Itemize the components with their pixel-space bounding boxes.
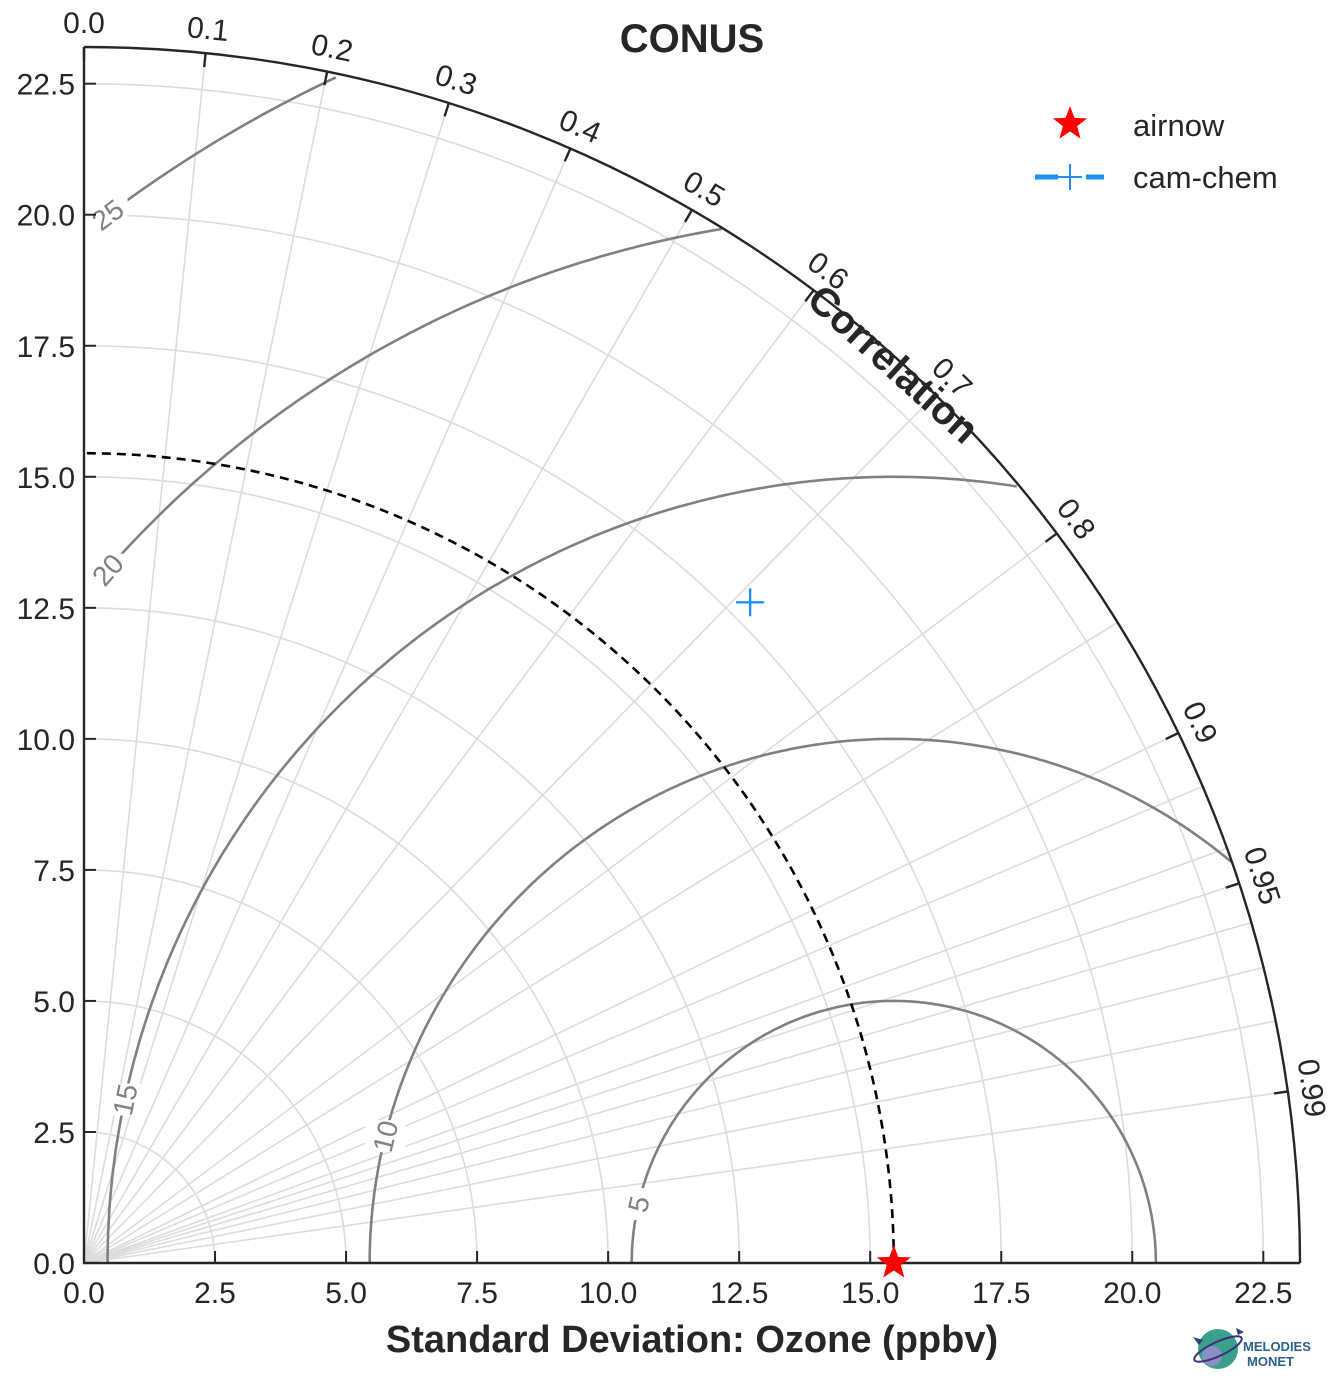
correlation-grid-line [83, 102, 450, 1264]
rms-contour-line [106, 475, 1018, 1263]
rms-label-background [618, 1188, 659, 1221]
correlation-tick-mark [1165, 731, 1179, 741]
rms-contour-line [106, 76, 337, 217]
data-point-cam-chem [736, 588, 765, 617]
y-tick-label: 15.0 [17, 462, 75, 495]
y-tick-label: 7.5 [33, 855, 75, 888]
correlation-tick-mark [683, 209, 694, 223]
rms-contour-label: 15 [107, 1081, 144, 1118]
correlation-tick-mark [804, 289, 815, 303]
correlation-tick-label: 0.2 [308, 28, 355, 69]
x-tick-label: 10.0 [579, 1277, 637, 1310]
data-point-airnow [876, 1245, 911, 1278]
correlation-tick-label: 0.4 [554, 103, 605, 150]
x-tick-label: 2.5 [194, 1277, 236, 1310]
axis-spines [82, 47, 1300, 1265]
legend-plus-icon [1035, 164, 1104, 190]
correlation-tick-label: 0.0 [63, 7, 105, 40]
y-tick-label: 5.0 [33, 986, 75, 1019]
correlation-grid-line [83, 966, 1264, 1264]
correlation-tick-mark [1225, 882, 1240, 889]
correlation-tick-label: 0.3 [431, 58, 481, 102]
correlation-grid-line [83, 209, 693, 1264]
legend-label-airnow: airnow [1133, 108, 1225, 143]
data-points [736, 588, 911, 1278]
y-tick-label: 12.5 [17, 593, 75, 626]
grid-lines [83, 53, 1288, 1264]
correlation-tick-mark [443, 102, 450, 117]
y-tick-label: 2.5 [33, 1117, 75, 1150]
legend: airnow cam-chem [1035, 106, 1278, 195]
std-grid-arc [83, 82, 1265, 1264]
std-grid-arc [83, 607, 740, 1264]
correlation-grid-line [83, 621, 1119, 1264]
y-tick-label: 17.5 [17, 331, 75, 364]
std-grid-arc [83, 1131, 216, 1264]
correlation-grid-line [83, 532, 1058, 1264]
globe-icon [1193, 1328, 1244, 1369]
rms-label-background [87, 553, 128, 586]
y-tick-label: 10.0 [17, 724, 75, 757]
logo-text-melodies: MELODIES [1243, 1339, 1311, 1354]
x-axis-label: Standard Deviation: Ozone (ppbv) [386, 1319, 998, 1361]
correlation-grid-line [83, 785, 1204, 1264]
rms-contour-line [368, 737, 1232, 1263]
x-tick-label: 22.5 [1234, 1277, 1292, 1310]
correlation-grid-line [83, 882, 1240, 1264]
chart-title: CONUS [620, 17, 764, 61]
std-grid-arc [83, 344, 1003, 1264]
std-grid-arc [83, 738, 609, 1264]
rms-contour-line [630, 999, 1158, 1263]
correlation-grid-line [83, 394, 936, 1264]
melodies-monet-logo: MELODIES MONET [1193, 1328, 1311, 1369]
rms-label-background [104, 1083, 145, 1116]
correlation-tick-mark [203, 52, 207, 68]
correlation-grid-line [83, 1020, 1276, 1264]
rms-contour-label: 5 [622, 1193, 656, 1215]
rms-contour-label: 10 [367, 1117, 405, 1155]
correlation-grid-line [83, 847, 1228, 1264]
x-tick-label: 0.0 [63, 1277, 105, 1310]
correlation-grid-line [83, 148, 572, 1264]
std-grid-arc [83, 475, 872, 1264]
std-grid-arc [83, 1000, 347, 1264]
y-tick-label: 0.0 [33, 1248, 75, 1281]
correlation-grid-line [83, 53, 207, 1264]
x-tick-label: 7.5 [456, 1277, 498, 1310]
legend-star-icon [1052, 106, 1088, 139]
correlation-grid-line [83, 289, 815, 1264]
rms-label-background [365, 1120, 406, 1153]
correlation-grid-line [83, 921, 1252, 1264]
correlation-tick-mark [1044, 532, 1058, 543]
y-tick-label: 22.5 [17, 69, 75, 102]
x-tick-label: 15.0 [841, 1277, 899, 1310]
correlation-grid-line [83, 1090, 1288, 1264]
correlation-tick-mark [1273, 1090, 1288, 1095]
reference-arc [83, 451, 896, 1264]
reference-std-arc [83, 451, 896, 1264]
correlation-tick-label: 0.99 [1291, 1057, 1332, 1119]
correlation-tick-label: 0.1 [186, 11, 231, 48]
axes [82, 45, 1302, 1265]
logo-text-monet: MONET [1247, 1354, 1294, 1369]
correlation-tick-label: 0.8 [1050, 493, 1101, 546]
correlation-tick-mark [924, 393, 937, 406]
x-tick-label: 12.5 [710, 1277, 768, 1310]
x-tick-label: 20.0 [1103, 1277, 1161, 1310]
correlation-grid-line [83, 71, 328, 1264]
correlation-tick-mark [323, 71, 329, 86]
std-grid-arc [83, 213, 1134, 1264]
y-tick-label: 20.0 [17, 200, 75, 233]
correlation-arc [83, 45, 1302, 1264]
correlation-grid-line [83, 732, 1179, 1264]
std-grid-arc [83, 869, 478, 1264]
rms-contour-line [106, 227, 722, 571]
correlation-tick-mark [563, 148, 572, 162]
x-tick-label: 17.5 [972, 1277, 1030, 1310]
legend-label-cam-chem: cam-chem [1133, 160, 1278, 195]
x-tick-label: 5.0 [325, 1277, 367, 1310]
